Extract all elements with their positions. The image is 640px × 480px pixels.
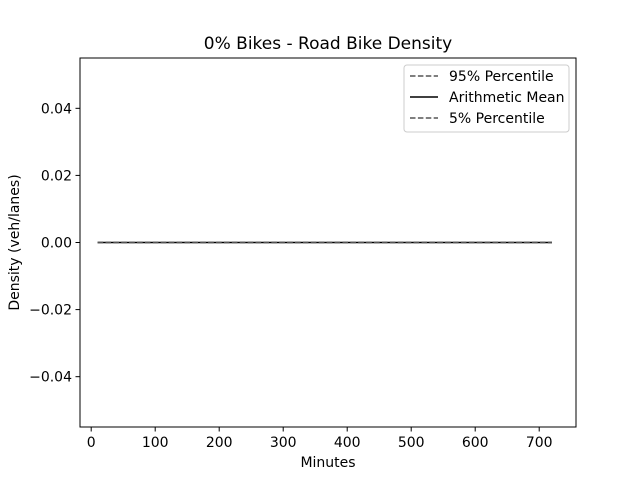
legend-label: 5% Percentile xyxy=(449,111,545,127)
y-tick-label: 0.00 xyxy=(41,236,72,252)
y-tick-label: 0.02 xyxy=(41,168,72,184)
x-axis-label: Minutes xyxy=(300,455,355,471)
legend-box xyxy=(403,64,570,133)
y-tick-label: 0.04 xyxy=(41,101,72,117)
x-tick-label: 600 xyxy=(462,435,489,451)
legend: 95% Percentile Arithmetic Mean 5% Percenti… xyxy=(403,64,570,133)
y-tick-label: −0.04 xyxy=(29,370,72,386)
x-tick-label: 300 xyxy=(270,435,297,451)
x-tick-label: 700 xyxy=(526,435,553,451)
chart-title: 0% Bikes - Road Bike Density xyxy=(204,34,452,54)
x-tick-label: 0 xyxy=(87,435,96,451)
x-tick-label: 400 xyxy=(334,435,361,451)
y-axis-label: Density (veh/lanes) xyxy=(7,174,23,310)
y-axis: −0.04 −0.02 0.00 0.02 0.04 xyxy=(29,101,80,386)
x-tick-label: 200 xyxy=(206,435,233,451)
legend-label: 95% Percentile xyxy=(449,69,554,85)
x-tick-label: 500 xyxy=(398,435,425,451)
y-tick-label: −0.02 xyxy=(29,303,72,319)
legend-label: Arithmetic Mean xyxy=(449,90,565,106)
x-axis: 0 100 200 300 400 500 600 700 xyxy=(87,427,553,451)
x-tick-label: 100 xyxy=(142,435,169,451)
